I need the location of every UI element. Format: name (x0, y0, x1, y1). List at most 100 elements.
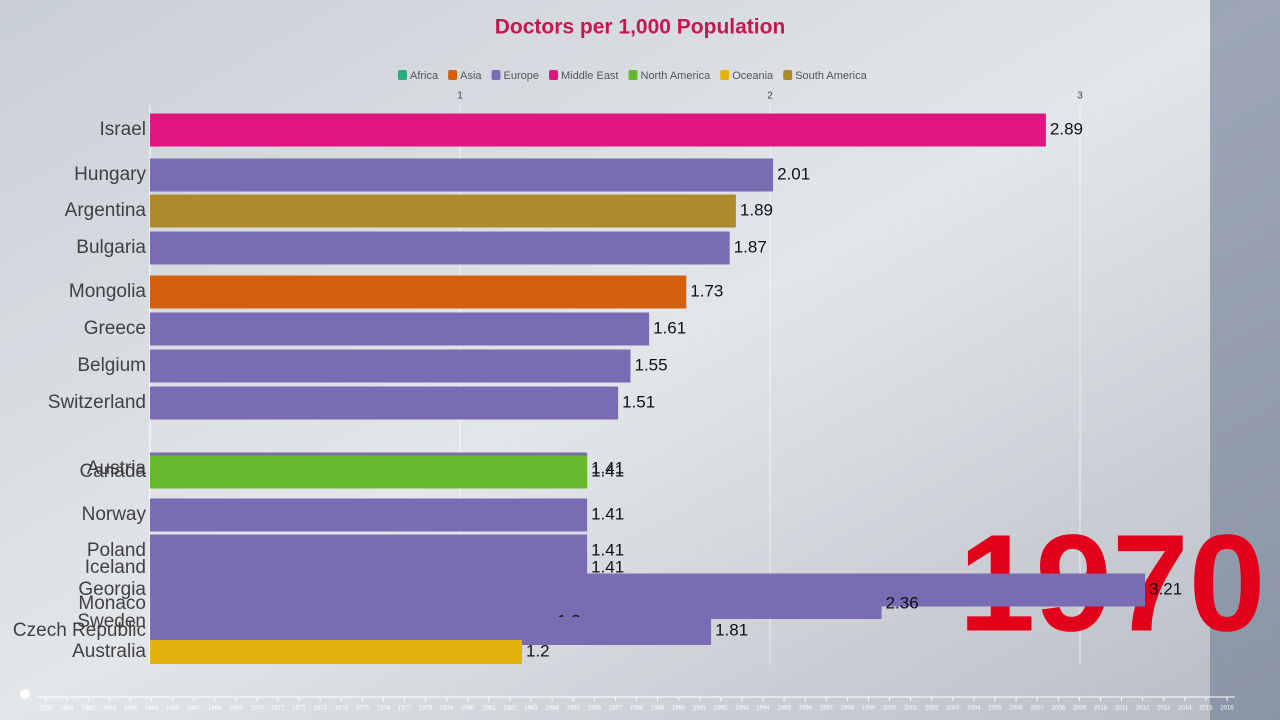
timeline-label: 1997 (820, 706, 834, 712)
timeline-label: 1995 (777, 706, 791, 712)
timeline-label: 1967 (187, 706, 201, 712)
timeline-label: 1994 (756, 706, 770, 712)
y-tick-label: Hungary (74, 164, 146, 185)
y-tick-label: Switzerland (48, 392, 146, 413)
value-label: 1.41 (591, 540, 624, 559)
legend-swatch (783, 70, 793, 80)
value-label: 1.89 (740, 200, 773, 219)
value-label: 2.36 (886, 593, 919, 612)
chart-title: Doctors per 1,000 Population (495, 16, 786, 39)
timeline-label: 2011 (1115, 706, 1129, 712)
timeline-label: 2010 (1094, 706, 1108, 712)
y-tick-label: Canada (79, 461, 146, 482)
value-label: 3.21 (1149, 579, 1182, 598)
timeline-label: 1986 (588, 706, 602, 712)
timeline-handle[interactable] (20, 689, 30, 699)
bar (150, 455, 588, 489)
timeline-label: 1996 (799, 706, 813, 712)
legend-swatch (491, 70, 501, 80)
bar (150, 275, 687, 309)
timeline-label: 1990 (672, 706, 686, 712)
timeline-label: 1976 (377, 706, 391, 712)
timeline-label: 2016 (1220, 706, 1234, 712)
legend-swatch (398, 70, 407, 80)
y-tick-label: Belgium (77, 355, 146, 376)
y-tick-label: Czech Republic (13, 620, 146, 641)
value-label: 1.41 (591, 458, 624, 477)
timeline-label: 1963 (103, 706, 117, 712)
legend-label: Asia (460, 70, 482, 82)
timeline-label: 1962 (81, 706, 95, 712)
y-tick-label: Greece (84, 318, 146, 339)
value-label: 2.01 (777, 164, 810, 183)
bar (150, 498, 588, 532)
bar (150, 231, 730, 265)
legend-swatch (720, 70, 730, 80)
value-label: 1.41 (591, 557, 624, 576)
timeline-label: 1989 (651, 706, 665, 712)
value-label: 1.55 (635, 355, 668, 374)
timeline-label: 1977 (398, 706, 412, 712)
y-tick-label: Austria (87, 458, 147, 479)
timeline-label: 1965 (145, 706, 159, 712)
timeline-label: 1992 (714, 706, 728, 712)
timeline-label: 2008 (1052, 706, 1066, 712)
y-tick-label: Australia (72, 641, 146, 662)
timeline-label: 2003 (946, 706, 960, 712)
timeline-label: 2006 (1009, 706, 1023, 712)
legend-label: North America (641, 70, 712, 82)
timeline-label: 1993 (735, 706, 749, 712)
value-label: 1.73 (690, 281, 723, 300)
timeline-label: 1978 (419, 706, 433, 712)
bar (150, 113, 1046, 147)
bar (150, 194, 736, 228)
y-tick-label: Mongolia (69, 281, 147, 302)
timeline-label: 1988 (630, 706, 644, 712)
timeline-label: 1964 (124, 706, 138, 712)
y-tick-label: Sweden (77, 611, 146, 632)
y-tick-label: Iceland (85, 557, 146, 578)
y-tick-label: Monaco (78, 593, 146, 614)
timeline-label: 1979 (440, 706, 454, 712)
legend-label: Europe (504, 70, 539, 82)
y-tick-label: Poland (87, 540, 146, 561)
x-tick-label: 1 (457, 91, 463, 102)
bar (150, 386, 619, 420)
timeline-label: 1961 (60, 706, 74, 712)
timeline-label: 1975 (356, 706, 370, 712)
bar (150, 312, 650, 346)
timeline-label: 2013 (1157, 706, 1171, 712)
timeline-label: 2002 (925, 706, 939, 712)
timeline-label: 2004 (967, 706, 981, 712)
timeline-label: 2012 (1136, 706, 1150, 712)
timeline-label: 2001 (904, 706, 918, 712)
timeline-label: 1966 (166, 706, 180, 712)
timeline-label: 1980 (461, 706, 475, 712)
x-tick-label: 3 (1077, 91, 1083, 102)
x-tick-label: 2 (767, 91, 773, 102)
y-tick-label: Israel (100, 119, 146, 140)
timeline-label: 1972 (292, 706, 306, 712)
timeline-label: 1981 (482, 706, 496, 712)
bar (150, 640, 522, 664)
value-label: 1.41 (591, 504, 624, 523)
timeline-label: 1998 (841, 706, 855, 712)
timeline-label: 1960 (39, 706, 53, 712)
timeline-label: 2009 (1073, 706, 1087, 712)
value-label: 1.81 (715, 620, 748, 639)
y-tick-label: Bulgaria (76, 237, 146, 258)
legend-swatch (549, 70, 559, 80)
legend-label: Africa (410, 70, 439, 82)
value-label: 1.51 (622, 392, 655, 411)
timeline-label: 1987 (609, 706, 623, 712)
y-tick-label: Norway (82, 504, 147, 525)
legend-swatch (628, 70, 638, 80)
value-label: 2.89 (1050, 119, 1083, 138)
bar (150, 349, 631, 383)
legend-label: South America (795, 70, 867, 82)
timeline-label: 1984 (545, 706, 559, 712)
legend-swatch (448, 70, 458, 80)
timeline-label: 1985 (567, 706, 581, 712)
timeline-label: 1973 (313, 706, 327, 712)
